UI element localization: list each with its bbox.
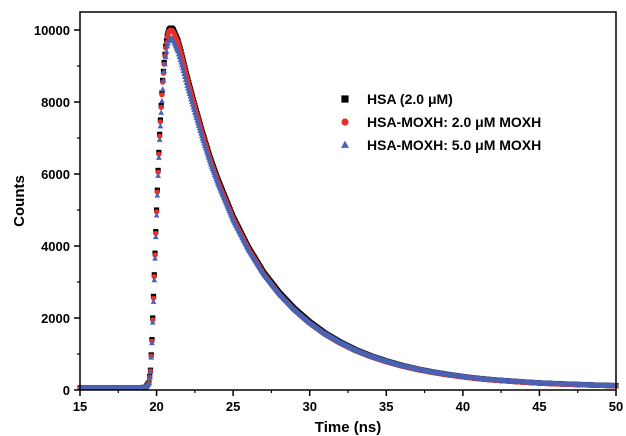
legend-label: HSA-MOXH: 2.0 μM MOXH xyxy=(367,114,541,130)
data-point xyxy=(182,73,188,79)
data-point xyxy=(155,172,161,178)
data-point xyxy=(176,53,183,60)
data-point xyxy=(181,70,187,76)
data-point xyxy=(151,274,157,280)
data-point xyxy=(156,136,163,142)
data-point xyxy=(185,88,192,94)
data-point xyxy=(149,319,156,325)
data-point xyxy=(187,93,194,99)
data-point xyxy=(147,368,154,375)
y-tick-label: 10000 xyxy=(34,23,70,38)
x-tick-label: 45 xyxy=(532,399,546,414)
data-point xyxy=(164,43,171,49)
data-point xyxy=(162,61,168,67)
data-point xyxy=(153,230,159,236)
x-tick-label: 35 xyxy=(379,399,393,414)
x-tick-label: 50 xyxy=(609,399,623,414)
data-point xyxy=(177,56,184,62)
y-tick-label: 8000 xyxy=(41,95,70,110)
data-point xyxy=(182,76,189,82)
y-tick-label: 6000 xyxy=(41,167,70,182)
data-point xyxy=(155,169,161,175)
legend-marker xyxy=(341,118,349,126)
data-point xyxy=(158,109,165,115)
data-point xyxy=(185,85,191,91)
plot-frame xyxy=(79,11,617,391)
data-point xyxy=(165,40,171,46)
series-3 xyxy=(77,35,619,390)
y-tick-label: 4000 xyxy=(41,239,70,254)
data-point xyxy=(153,212,160,218)
data-point xyxy=(188,96,194,102)
data-point xyxy=(161,68,168,74)
data-point xyxy=(178,62,185,68)
data-point xyxy=(152,233,159,240)
data-point xyxy=(151,277,158,283)
data-point xyxy=(146,380,152,386)
data-point xyxy=(180,67,187,74)
legend-marker xyxy=(341,95,349,103)
legend-marker xyxy=(341,140,349,148)
data-point xyxy=(191,106,197,113)
series-1 xyxy=(77,25,619,391)
data-point xyxy=(154,192,161,198)
data-point xyxy=(189,101,196,107)
data-point xyxy=(152,255,158,261)
legend-label: HSA-MOXH: 5.0 μM MOXH xyxy=(367,137,541,153)
x-axis-title: Time (ns) xyxy=(315,419,381,436)
data-point xyxy=(157,133,163,139)
data-point xyxy=(183,79,190,85)
data-point xyxy=(163,48,170,54)
data-point xyxy=(146,374,153,380)
data-point xyxy=(153,209,160,215)
data-point xyxy=(186,90,193,96)
data-point xyxy=(148,354,155,360)
x-axis: 15 20 25 30 35 40 45 50 xyxy=(73,390,623,414)
y-axis-title: Counts xyxy=(11,175,28,227)
data-point xyxy=(175,51,182,57)
x-tick-label: 30 xyxy=(302,399,316,414)
data-point xyxy=(149,340,155,346)
y-tick-label: 0 xyxy=(63,383,70,398)
data-point xyxy=(152,252,158,258)
legend: HSA (2.0 μM) HSA-MOXH: 2.0 μM MOXH HSA-MOX… xyxy=(341,91,541,153)
x-tick-label: 15 xyxy=(73,399,87,414)
data-point xyxy=(159,92,165,98)
data-point xyxy=(162,53,169,60)
data-point xyxy=(157,119,163,125)
data-point xyxy=(178,59,184,65)
data-point xyxy=(159,97,165,104)
data-point xyxy=(190,104,197,110)
data-point xyxy=(184,82,191,88)
data-point xyxy=(157,123,164,129)
y-tick-label: 2000 xyxy=(41,311,70,326)
data-point xyxy=(158,104,164,110)
data-point xyxy=(150,298,157,304)
data-point xyxy=(188,98,195,105)
x-tick-label: 20 xyxy=(149,399,163,414)
data-point xyxy=(150,295,157,301)
data-point xyxy=(160,77,167,83)
y-axis: 0 2000 4000 6000 8000 10000 xyxy=(34,23,80,398)
data-point xyxy=(179,65,186,71)
data-point xyxy=(159,86,166,92)
legend-label: HSA (2.0 μM) xyxy=(367,91,453,107)
data-point xyxy=(156,154,162,160)
data-point xyxy=(156,151,162,157)
x-tick-label: 40 xyxy=(456,399,470,414)
x-tick-label: 25 xyxy=(226,399,240,414)
data-point xyxy=(154,189,160,195)
data-point xyxy=(175,48,181,54)
series-layer xyxy=(77,25,619,391)
